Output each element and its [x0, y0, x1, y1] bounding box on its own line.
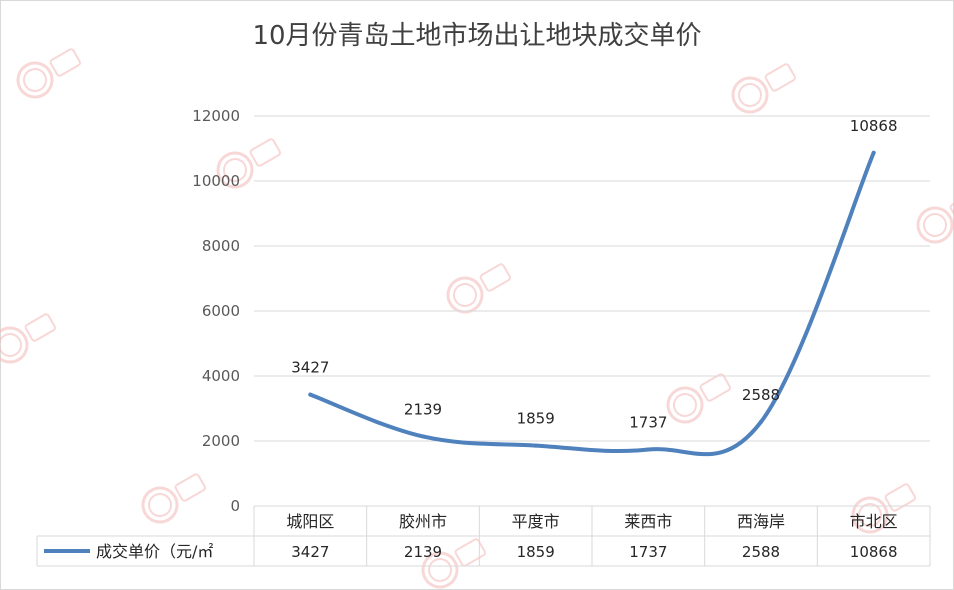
- data-label: 3427: [291, 359, 329, 377]
- table-value-cell: 2588: [742, 543, 780, 561]
- y-tick-label: 8000: [202, 237, 240, 255]
- data-point: [533, 443, 538, 448]
- category-label: 莱西市: [624, 512, 672, 531]
- table-value-cell: 2139: [404, 543, 442, 561]
- data-point: [308, 392, 313, 397]
- watermark-logo-icon: [446, 263, 511, 314]
- data-point: [646, 447, 651, 452]
- table-value-cell: 10868: [850, 543, 898, 561]
- watermark-logo-icon: [216, 138, 281, 189]
- data-point: [421, 434, 425, 439]
- y-tick-label: 12000: [192, 107, 240, 125]
- watermark-logo-icon: [141, 473, 206, 524]
- y-tick-label: 0: [230, 497, 240, 515]
- table-value-cell: 1859: [517, 543, 555, 561]
- series-line: [308, 150, 876, 457]
- legend-series-name: 成交单价（元/㎡: [96, 542, 213, 561]
- watermark-logo-icon: [916, 193, 954, 244]
- y-tick-label: 6000: [202, 302, 240, 320]
- data-label: 1859: [517, 410, 555, 428]
- y-tick-label: 4000: [202, 367, 240, 385]
- watermark-logo-icon: [421, 538, 486, 589]
- watermark-logo-icon: [666, 373, 731, 424]
- watermark-logo-icon: [16, 48, 81, 99]
- data-label: 10868: [850, 117, 898, 135]
- data-label: 2588: [742, 386, 780, 404]
- gridlines: [254, 115, 930, 442]
- category-label: 平度市: [512, 512, 560, 531]
- watermark-logo-icon: [731, 63, 796, 114]
- chart-title: 10月份青岛土地市场出让地块成交单价: [252, 21, 701, 51]
- data-label: 1737: [629, 414, 667, 432]
- category-label: 城阳区: [286, 512, 334, 531]
- category-label: 市北区: [850, 512, 898, 531]
- data-point: [871, 150, 876, 155]
- y-tick-label: 10000: [192, 172, 240, 190]
- data-point: [759, 419, 763, 424]
- table-value-cell: 1737: [629, 543, 667, 561]
- table-value-cell: 3427: [291, 543, 329, 561]
- data-labels: 3427 2139 1859 1737 2588 10868: [291, 117, 897, 432]
- data-label: 2139: [404, 400, 442, 418]
- watermark-logo-icon: [0, 313, 56, 364]
- watermark-layer: [0, 48, 954, 589]
- y-axis-ticks: 0 2000 4000 6000 8000 10000 12000: [192, 107, 240, 515]
- category-label: 西海岸: [737, 512, 785, 531]
- series-layer: [308, 150, 876, 457]
- y-tick-label: 2000: [202, 432, 240, 450]
- category-label: 胶州市: [399, 512, 447, 531]
